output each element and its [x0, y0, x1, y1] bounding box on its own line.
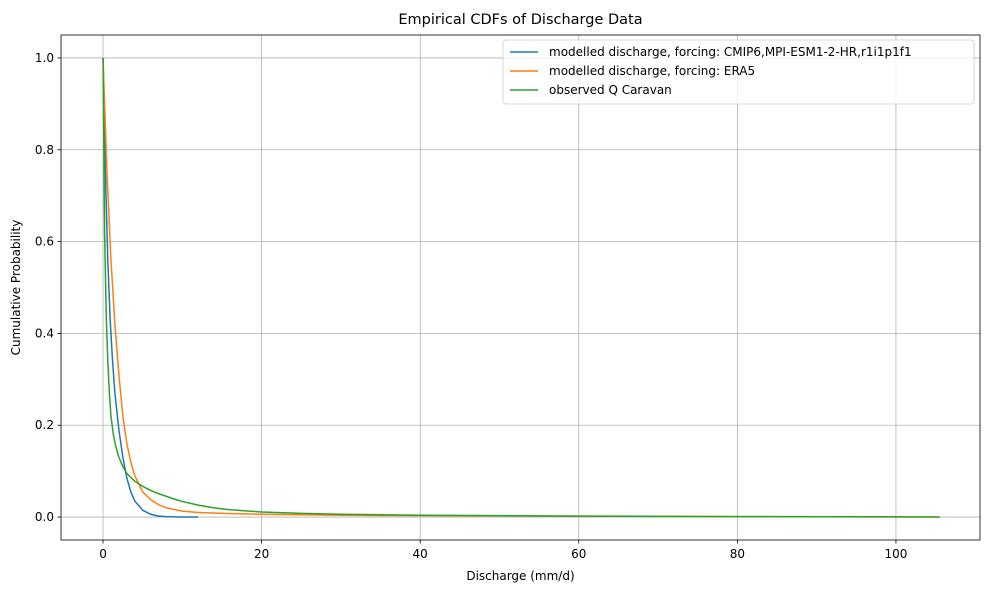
- y-tick-label: 0.0: [35, 510, 54, 524]
- y-axis-title: Cumulative Probability: [9, 220, 23, 356]
- y-tick-label: 1.0: [35, 51, 54, 65]
- x-axis-ticks: 0 20 40 60 80 100: [99, 540, 907, 561]
- legend: modelled discharge, forcing: CMIP6,MPI-E…: [502, 39, 975, 105]
- y-tick-label: 0.6: [35, 235, 54, 249]
- x-tick-label: 80: [730, 547, 745, 561]
- series-line-1: [102, 57, 199, 518]
- x-tick-label: 20: [254, 547, 269, 561]
- series-layer: [102, 57, 940, 518]
- plot-frame: [60, 34, 981, 541]
- y-tick-label: 0.4: [35, 326, 54, 340]
- x-tick-label: 60: [571, 547, 586, 561]
- series-line-3: [102, 57, 940, 518]
- y-tick-label: 0.2: [35, 418, 54, 432]
- y-tick-label: 0.8: [35, 143, 54, 157]
- legend-box: [502, 39, 975, 105]
- legend-label-2: modelled discharge, forcing: ERA5: [549, 64, 755, 78]
- plot-background: [61, 35, 980, 540]
- x-tick-label: 100: [884, 547, 907, 561]
- x-tick-label: 40: [413, 547, 428, 561]
- legend-label-1: modelled discharge, forcing: CMIP6,MPI-E…: [549, 45, 912, 59]
- legend-label-3: observed Q Caravan: [549, 83, 672, 97]
- plot-area: 0 20 40 60 80 100 0.0 0.2 0.4 0.6 0.8 1.0: [35, 34, 981, 561]
- y-axis-ticks: 0.0 0.2 0.4 0.6 0.8 1.0: [35, 51, 61, 524]
- chart-title: Empirical CDFs of Discharge Data: [398, 12, 642, 28]
- x-tick-label: 0: [99, 547, 107, 561]
- grid: [61, 35, 980, 540]
- x-axis-title: Discharge (mm/d): [466, 569, 574, 583]
